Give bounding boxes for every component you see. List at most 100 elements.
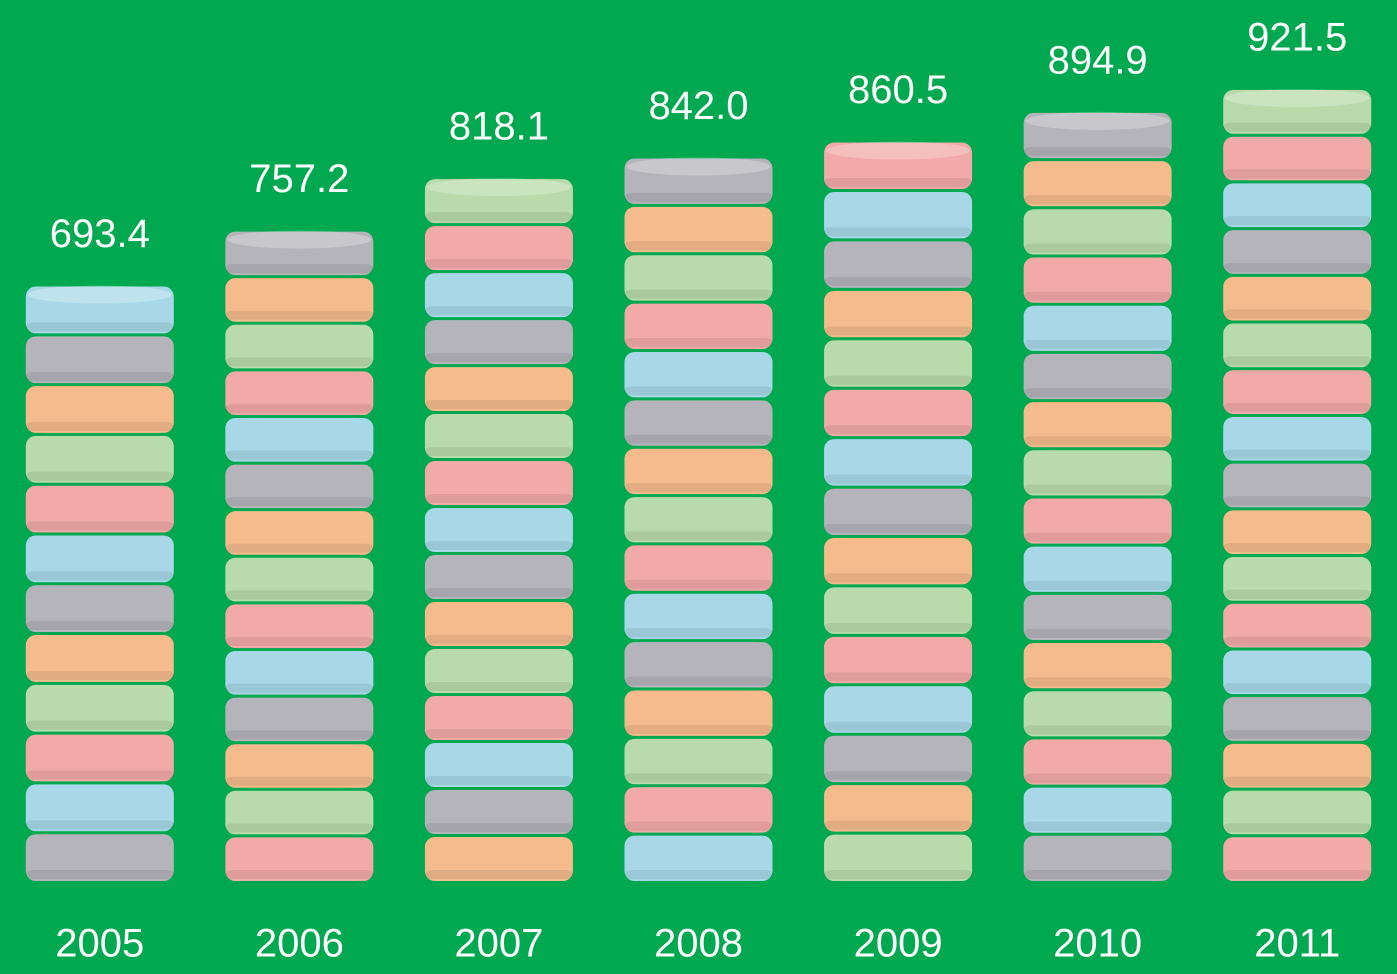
candy-disk-shade: [425, 353, 573, 362]
candy-disk-shade: [824, 722, 972, 731]
candy-disk-shade: [1024, 388, 1172, 397]
candy-disk-shade: [1223, 216, 1371, 225]
candy-disk-shade: [625, 677, 773, 686]
candy-disk-shade: [824, 475, 972, 484]
candy-disk-shade: [824, 326, 972, 335]
candy-disk-shade: [824, 425, 972, 434]
candy-top: [227, 231, 371, 249]
candy-disk-shade: [26, 820, 174, 829]
candy-disk-shade: [824, 672, 972, 681]
candy-disk-shade: [425, 494, 573, 503]
value-label: 757.2: [249, 157, 349, 201]
value-label: 842.0: [648, 84, 748, 128]
candy-disk-shade: [425, 682, 573, 691]
candy-disk-shade: [824, 178, 972, 187]
candy-disk-shade: [26, 770, 174, 779]
value-label: 921.5: [1247, 16, 1347, 60]
candy-disk-shade: [425, 823, 573, 832]
x-tick-label: 2009: [854, 922, 943, 966]
candy-disk-shade: [625, 483, 773, 492]
candy-disk-shade: [225, 357, 373, 366]
candy-disk-shade: [1024, 340, 1172, 349]
candy-disk-shade: [1024, 292, 1172, 301]
candy-disk-shade: [225, 544, 373, 553]
candy-disk-shade: [1223, 730, 1371, 739]
candy-disk-shade: [1024, 147, 1172, 156]
candy-disk-shade: [625, 870, 773, 879]
candy-disk-shade: [625, 193, 773, 202]
candy-top: [826, 142, 970, 160]
candy-disk-shade: [225, 590, 373, 599]
candy-disk-shade: [26, 870, 174, 879]
candy-top: [627, 158, 771, 176]
candy-disk-shade: [425, 635, 573, 644]
candy-disk-shade: [1024, 581, 1172, 590]
candy-disk-shade: [225, 451, 373, 460]
candy-disk-shade: [225, 264, 373, 273]
candy-disk-shade: [225, 823, 373, 832]
candy-disk-shade: [625, 386, 773, 395]
candy-top: [28, 286, 172, 304]
candy-disk-shade: [425, 588, 573, 597]
candy-disk-shade: [625, 290, 773, 299]
candy-disk-shade: [225, 637, 373, 646]
value-label: 860.5: [848, 68, 948, 112]
candy-disk-shade: [1024, 774, 1172, 783]
candy-disk-shade: [824, 227, 972, 236]
candy-disk-shade: [1223, 870, 1371, 879]
candy-disk-shade: [824, 821, 972, 830]
candy-disk-shade: [1223, 543, 1371, 552]
candy-disk-shade: [1024, 533, 1172, 542]
candy-disk-shade: [26, 721, 174, 730]
candy-disk-shade: [26, 322, 174, 331]
candy-top: [1225, 89, 1369, 107]
candy-disk-shade: [1223, 683, 1371, 692]
candy-disk-shade: [26, 671, 174, 680]
candy-disk-shade: [1223, 777, 1371, 786]
x-tick-label: 2006: [255, 922, 344, 966]
candy-disk-shade: [425, 870, 573, 879]
candy-disk-shade: [1024, 436, 1172, 445]
candy-disk-shade: [1024, 725, 1172, 734]
candy-disk-shade: [824, 277, 972, 286]
candy-disk-shade: [625, 338, 773, 347]
x-tick-label: 2007: [454, 922, 543, 966]
candy-stack: [625, 158, 773, 881]
candy-disk-shade: [1223, 310, 1371, 319]
candy-disk-shade: [26, 372, 174, 381]
candy-disk-shade: [425, 212, 573, 221]
candy-disk-shade: [625, 822, 773, 831]
candy-top: [1026, 112, 1170, 130]
candy-disk-shade: [1223, 590, 1371, 599]
x-tick-label: 2005: [55, 922, 144, 966]
candy-disk-shade: [225, 311, 373, 320]
candy-disk-shade: [625, 531, 773, 540]
candy-disk-shade: [26, 621, 174, 630]
candy-disk-shade: [425, 541, 573, 550]
candy-stack: [824, 142, 972, 881]
candy-disk-shade: [425, 447, 573, 456]
candy-disk-shade: [225, 730, 373, 739]
candy-stack: [425, 178, 573, 881]
candy-disk-shade: [1223, 263, 1371, 272]
candy-disk-shade: [1223, 823, 1371, 832]
candy-disk-shade: [225, 404, 373, 413]
candy-disk-shade: [625, 241, 773, 250]
candy-top: [427, 178, 571, 196]
page: 2005693.42006757.22007818.12008842.02009…: [0, 0, 1397, 974]
candy-disk-shade: [1223, 496, 1371, 505]
candy-disk-shade: [1223, 450, 1371, 459]
candy-disk-shade: [824, 376, 972, 385]
candy-disk-shade: [1024, 243, 1172, 252]
value-label: 894.9: [1048, 38, 1148, 82]
candy-disk-shade: [425, 776, 573, 785]
x-tick-label: 2010: [1053, 922, 1142, 966]
candy-disk-shade: [1024, 484, 1172, 493]
x-tick-label: 2008: [654, 922, 743, 966]
candy-disk-shade: [425, 729, 573, 738]
value-label: 818.1: [449, 105, 549, 149]
candy-disk-shade: [625, 725, 773, 734]
candy-disk-shade: [425, 400, 573, 409]
candy-disk-shade: [26, 521, 174, 530]
candy-disk-shade: [26, 472, 174, 481]
